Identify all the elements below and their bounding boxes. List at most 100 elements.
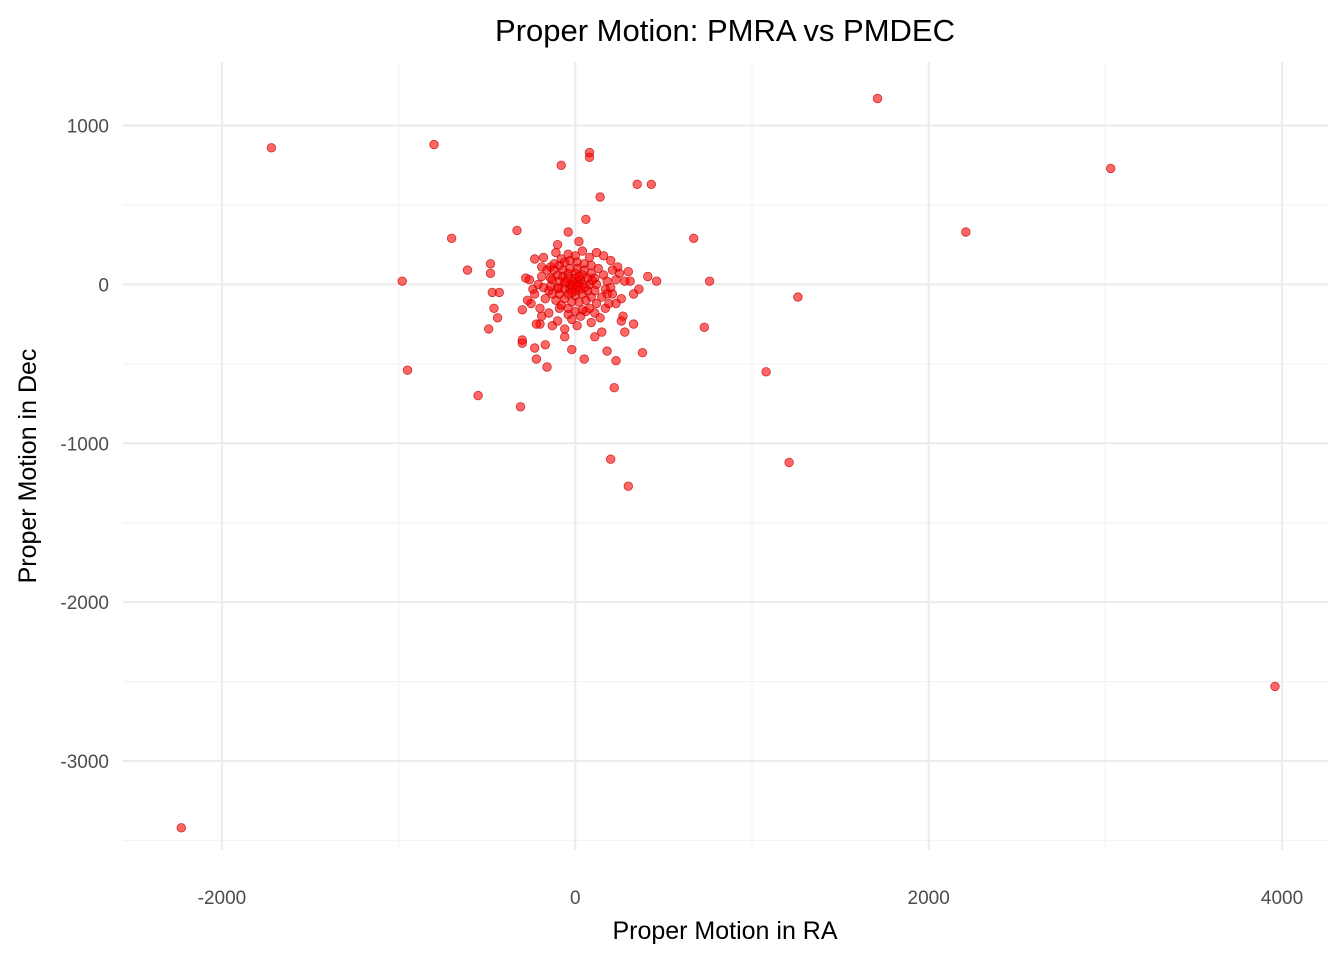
data-point bbox=[587, 275, 597, 286]
data-point bbox=[628, 319, 639, 329]
data-point bbox=[530, 289, 540, 299]
data-point bbox=[1270, 681, 1280, 692]
data-point bbox=[581, 214, 591, 225]
data-point bbox=[492, 313, 503, 323]
data-point bbox=[623, 267, 634, 277]
data-point bbox=[544, 308, 554, 318]
data-point bbox=[560, 324, 570, 334]
data-point bbox=[517, 338, 528, 348]
data-point bbox=[567, 344, 577, 355]
x-tick-label: 2000 bbox=[908, 888, 950, 909]
data-point bbox=[593, 263, 604, 274]
data-point bbox=[535, 303, 545, 314]
y-tick-label: -3000 bbox=[60, 752, 109, 773]
data-point bbox=[402, 365, 413, 375]
data-point bbox=[646, 179, 657, 190]
data-point bbox=[699, 322, 710, 333]
data-point bbox=[643, 271, 653, 282]
x-axis-title: Proper Motion in RA bbox=[612, 917, 837, 945]
data-point bbox=[397, 276, 407, 286]
x-tick-label: -2000 bbox=[198, 888, 247, 909]
data-point bbox=[606, 454, 616, 464]
data-point bbox=[793, 292, 803, 302]
data-point bbox=[512, 225, 522, 236]
data-point bbox=[584, 147, 595, 158]
data-point bbox=[632, 179, 642, 190]
x-tick-label: 0 bbox=[570, 888, 581, 909]
data-point bbox=[560, 276, 571, 286]
chart-title: Proper Motion: PMRA vs PMDEC bbox=[495, 13, 955, 48]
data-point bbox=[530, 254, 540, 264]
minor-gridlines bbox=[123, 62, 1328, 850]
data-point bbox=[1105, 163, 1116, 174]
data-point bbox=[531, 354, 542, 364]
data-point bbox=[611, 298, 621, 309]
data-point bbox=[623, 481, 634, 491]
data-point bbox=[517, 305, 528, 315]
data-point bbox=[176, 823, 187, 833]
data-point bbox=[524, 275, 535, 285]
data-point bbox=[574, 236, 584, 247]
data-point bbox=[266, 143, 277, 153]
data-point bbox=[429, 139, 439, 150]
data-point bbox=[567, 314, 577, 325]
data-point bbox=[567, 287, 577, 298]
data-point bbox=[530, 343, 540, 353]
data-point bbox=[522, 295, 533, 306]
data-point bbox=[611, 356, 621, 366]
data-points bbox=[176, 93, 1280, 833]
data-point bbox=[577, 246, 588, 256]
data-point bbox=[620, 276, 630, 286]
y-tick-label: -2000 bbox=[60, 593, 109, 614]
data-point bbox=[484, 324, 494, 334]
data-point bbox=[591, 247, 602, 258]
data-point bbox=[540, 340, 551, 350]
data-point bbox=[494, 287, 505, 298]
data-point bbox=[552, 239, 563, 250]
data-point bbox=[595, 192, 605, 202]
data-point bbox=[538, 282, 549, 293]
data-point bbox=[538, 252, 549, 263]
data-point bbox=[634, 284, 644, 294]
data-point bbox=[537, 271, 547, 282]
x-axis-ticks: -2000 0 2000 4000 bbox=[198, 888, 1304, 909]
data-point bbox=[620, 327, 630, 337]
data-point bbox=[579, 354, 589, 364]
data-point bbox=[515, 402, 526, 412]
data-point bbox=[485, 268, 496, 279]
data-point bbox=[784, 457, 794, 468]
y-tick-label: 1000 bbox=[67, 117, 109, 138]
data-point bbox=[542, 362, 552, 372]
data-point bbox=[553, 283, 564, 294]
data-point bbox=[489, 303, 499, 314]
data-point bbox=[704, 276, 715, 286]
data-point bbox=[572, 321, 582, 331]
data-point bbox=[540, 294, 551, 304]
data-point bbox=[446, 233, 457, 244]
data-point bbox=[580, 282, 590, 293]
data-point bbox=[591, 298, 602, 309]
data-point bbox=[531, 319, 542, 329]
data-point bbox=[616, 316, 627, 326]
y-tick-label: 0 bbox=[98, 275, 109, 296]
data-point bbox=[606, 255, 616, 266]
data-point bbox=[590, 332, 600, 342]
y-axis-title: Proper Motion in Dec bbox=[14, 349, 42, 584]
data-point bbox=[537, 262, 547, 272]
data-point bbox=[560, 332, 570, 342]
data-point bbox=[597, 327, 607, 337]
y-axis-ticks: -3000 -2000 -1000 0 1000 bbox=[60, 117, 109, 773]
data-point bbox=[586, 317, 596, 328]
data-point bbox=[602, 346, 612, 356]
data-point bbox=[552, 316, 563, 326]
data-point bbox=[689, 233, 699, 244]
data-point bbox=[651, 276, 662, 286]
data-point bbox=[473, 390, 483, 401]
x-tick-label: 4000 bbox=[1261, 888, 1303, 909]
data-point bbox=[462, 265, 473, 275]
data-point bbox=[485, 259, 496, 269]
data-point bbox=[574, 271, 584, 282]
y-tick-label: -1000 bbox=[60, 434, 109, 455]
